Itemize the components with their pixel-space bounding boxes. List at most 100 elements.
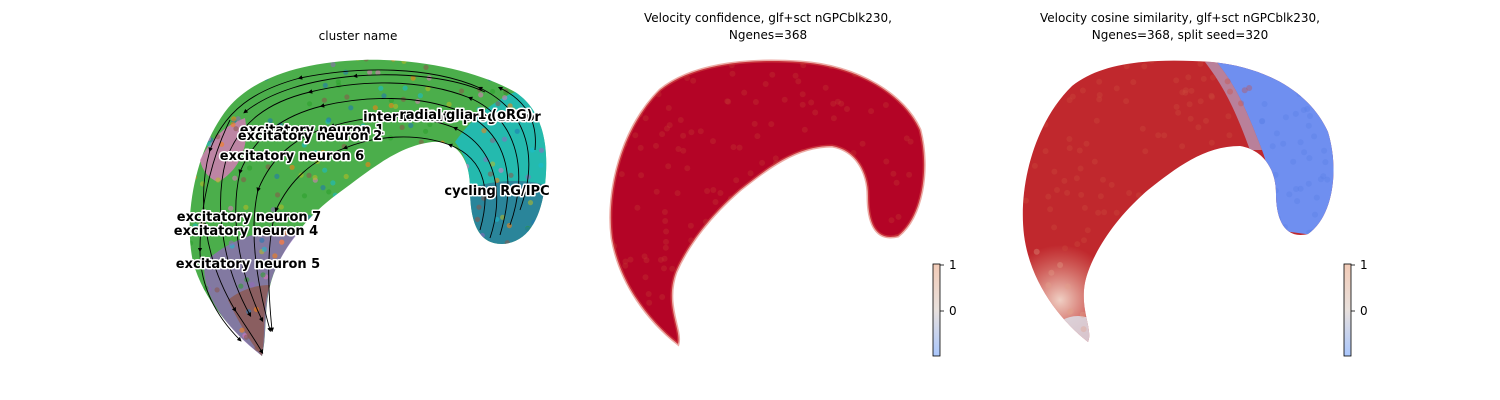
cell-point — [219, 73, 225, 79]
cell-point — [1151, 215, 1158, 222]
cell-point — [306, 281, 312, 287]
cell-point — [710, 187, 717, 193]
cell-point — [346, 226, 352, 233]
cell-point — [275, 192, 281, 198]
cell-point — [1215, 244, 1222, 251]
cell-point — [762, 250, 768, 257]
cell-point — [344, 94, 350, 100]
cell-point — [515, 311, 521, 317]
cell-point — [401, 246, 407, 252]
cell-point — [1294, 198, 1301, 205]
cell-point — [1105, 236, 1112, 243]
cell-point — [528, 265, 534, 271]
cell-point — [641, 253, 648, 260]
cell-point — [339, 257, 345, 263]
cell-point — [1197, 60, 1204, 67]
cell-point — [788, 220, 795, 227]
cell-point — [202, 301, 208, 307]
cell-point — [414, 299, 420, 305]
cell-point — [449, 249, 455, 255]
cell-point — [1209, 94, 1215, 100]
cell-point — [1182, 89, 1189, 96]
cell-point — [467, 266, 473, 272]
cell-point — [1188, 272, 1194, 279]
cell-point — [726, 238, 733, 245]
cell-point — [1099, 290, 1106, 297]
cell-point — [377, 192, 383, 198]
cell-point — [444, 204, 450, 211]
cell-point — [1166, 230, 1173, 237]
cell-point — [640, 54, 646, 60]
cell-point — [499, 260, 505, 266]
cell-point — [239, 327, 245, 333]
cell-point — [507, 274, 513, 280]
cell-point — [395, 258, 401, 264]
cell-point — [883, 158, 890, 165]
cell-point — [398, 168, 404, 174]
cell-point — [694, 288, 701, 295]
cell-point — [1105, 342, 1111, 348]
cell-point — [321, 97, 327, 103]
cell-point — [530, 67, 536, 73]
cell-point — [276, 273, 282, 279]
cell-point — [1179, 143, 1186, 150]
cell-point — [1223, 272, 1229, 279]
cell-point — [795, 181, 802, 188]
cell-point — [1317, 337, 1324, 343]
cell-point — [263, 75, 269, 81]
cell-point — [866, 260, 873, 266]
cell-point — [203, 83, 209, 89]
cell-point — [383, 171, 389, 177]
cell-point — [402, 85, 408, 91]
cell-point — [371, 265, 377, 271]
cell-point — [460, 164, 466, 170]
cell-point — [1051, 101, 1058, 108]
cell-point — [530, 77, 536, 83]
cell-point — [382, 260, 388, 266]
cell-point — [602, 277, 608, 283]
cell-point — [920, 233, 925, 240]
cell-point — [1113, 85, 1120, 92]
cell-point — [885, 325, 892, 331]
cell-point — [310, 320, 316, 326]
cell-point — [772, 155, 779, 162]
cell-point — [1073, 64, 1080, 71]
cell-point — [381, 267, 387, 273]
cell-point — [432, 225, 438, 231]
cell-point — [517, 257, 523, 264]
panel-velocity-confidence: Velocity confidence, glf+sct nGPCblk230,… — [602, 11, 957, 357]
velocity-streamlines — [197, 69, 536, 354]
cell-point — [632, 132, 639, 139]
cell-point — [1309, 229, 1316, 236]
streamline — [268, 136, 486, 333]
cell-point — [496, 256, 502, 262]
cell-point — [1305, 122, 1312, 129]
cell-point — [350, 204, 357, 210]
cell-point — [453, 342, 459, 348]
cell-point — [416, 268, 422, 274]
cell-point — [1155, 328, 1162, 335]
cell-point — [299, 351, 305, 356]
cell-point — [1300, 107, 1307, 113]
cell-point — [230, 121, 236, 128]
cell-point — [751, 181, 758, 188]
cell-point — [505, 313, 511, 319]
cell-point — [743, 280, 750, 287]
cell-point — [1264, 287, 1271, 294]
cell-point — [895, 213, 902, 220]
cell-point — [1188, 200, 1195, 207]
cell-point — [1048, 269, 1055, 276]
cell-point — [604, 202, 610, 208]
cell-point — [393, 103, 399, 109]
cell-point — [662, 244, 669, 251]
cell-point — [1195, 54, 1201, 60]
cell-point — [1321, 234, 1328, 241]
cell-point — [401, 59, 407, 64]
cell-point — [736, 277, 743, 284]
cell-point — [1199, 291, 1205, 298]
cell-point — [797, 323, 804, 330]
cell-point — [799, 61, 806, 66]
cell-point — [712, 199, 719, 205]
cell-point — [192, 223, 198, 229]
cell-point — [345, 201, 351, 207]
